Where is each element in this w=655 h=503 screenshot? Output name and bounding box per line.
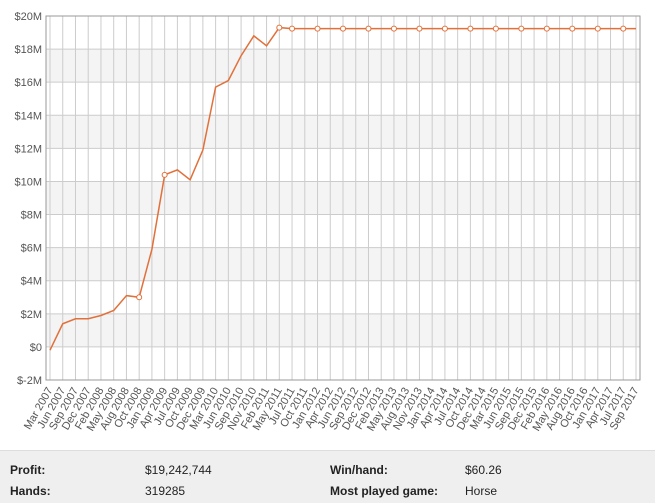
y-tick-label: $10M [14, 176, 42, 188]
y-tick-label: $14M [14, 110, 42, 122]
data-point [340, 25, 346, 32]
y-tick-label: $-2M [17, 375, 42, 387]
stat-label: Win/hand: [330, 463, 388, 477]
data-point [467, 25, 474, 32]
data-point [289, 25, 296, 32]
data-point [441, 25, 448, 32]
plot-border [45, 15, 641, 381]
data-point [569, 25, 576, 32]
data-point [492, 25, 499, 32]
stat-value: Horse [465, 484, 498, 498]
chart: $-2M $0 $2M $4M $6M $8M $10M $12M $14M $16M $18M $2… [14, 11, 641, 433]
y-tick-label: $6M [21, 243, 42, 255]
data-point [161, 171, 168, 178]
stat-label: Profit: [10, 463, 46, 477]
y-tick-label: $8M [21, 210, 42, 222]
data-point [390, 25, 397, 32]
y-tick-label: $0 [30, 342, 42, 354]
y-tick-label: $2M [21, 309, 42, 321]
stat-value: 319285 [145, 484, 186, 498]
data-point [543, 25, 550, 32]
y-tick-label: $12M [14, 143, 42, 155]
data-point [518, 25, 525, 32]
data-point [416, 25, 423, 32]
data-point [314, 25, 321, 32]
data-point [594, 25, 601, 32]
y-tick-label: $4M [21, 276, 42, 288]
stat-value: $19,242,744 [145, 463, 212, 477]
data-point [365, 25, 372, 32]
y-tick-label: $16M [14, 77, 42, 89]
stat-value: $60.26 [465, 463, 502, 477]
stats-panel: Profit: $19,242,744 Win/hand: $60.26 Han… [0, 450, 655, 503]
y-tick-label: $18M [14, 44, 42, 56]
data-point [276, 24, 283, 31]
data-point [136, 294, 143, 301]
stat-label: Hands: [10, 484, 51, 498]
stat-label: Most played game: [330, 484, 439, 498]
y-tick-label: $20M [14, 11, 42, 23]
data-point [620, 25, 627, 32]
